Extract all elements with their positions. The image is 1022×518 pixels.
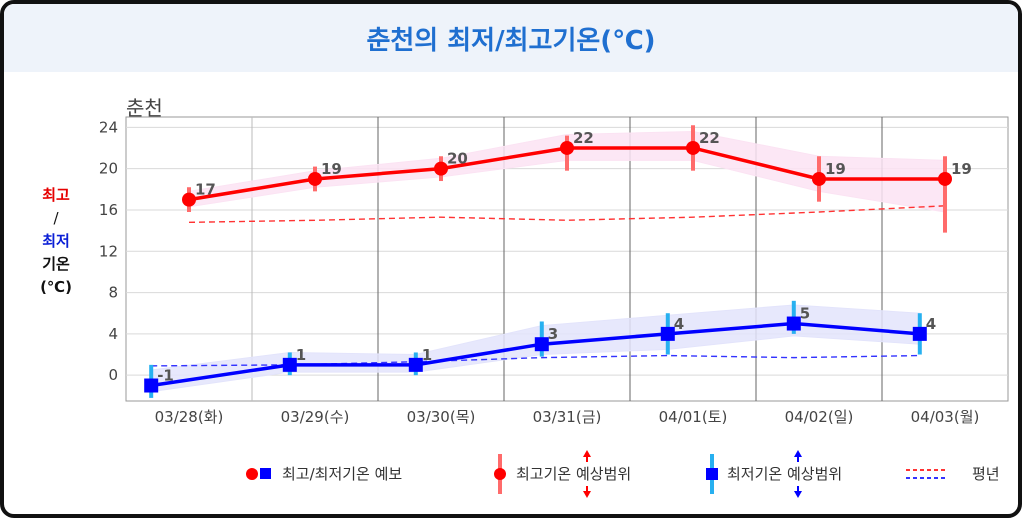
low-temp-point (144, 378, 159, 393)
high-temp-point (560, 140, 574, 155)
normal-low-line (151, 354, 920, 367)
legend-up-arrow-icon (794, 450, 802, 457)
temperature-chart: 0 4 8 12 16 20 24 03/28(화) 03/29(수) 03/30(목) 03/31… (99, 116, 1009, 498)
high-temp-point (308, 171, 322, 186)
y-axis-label: 최고 / 최저 기온 (℃) (30, 184, 82, 299)
y-tick-label: 8 (108, 284, 118, 302)
x-tick-label: 03/29(수) (281, 408, 350, 426)
low-temp-point (408, 357, 423, 372)
y-tick-label: 24 (99, 118, 118, 136)
legend-down-arrow-icon (794, 491, 802, 498)
legend-down-arrow-icon (583, 491, 591, 498)
x-tick-label: 03/31(금) (533, 408, 602, 426)
y-axis-label-high: 최고 (42, 186, 70, 204)
high-temp-data-label: 19 (321, 160, 342, 178)
legend-low-range-marker (706, 468, 718, 480)
high-temp-data-label: 19 (951, 160, 972, 178)
high-temp-point (686, 140, 700, 155)
legend-forecast-label: 최고/최저기온 예보 (282, 465, 402, 483)
low-temp-data-label: 3 (548, 325, 558, 343)
y-axis-label-separator: / (53, 209, 59, 227)
y-axis-label-low: 최저 (42, 232, 70, 250)
low-temp-point (282, 357, 297, 372)
legend-high-marker (246, 468, 258, 480)
chart-title: 춘천의 최저/최고기온(℃) (366, 25, 656, 56)
y-tick-label: 0 (108, 366, 118, 384)
x-tick-label: 03/28(화) (155, 408, 224, 426)
high-temp-point (434, 161, 448, 176)
y-axis-label-unit: (℃) (40, 278, 72, 296)
x-tick-label: 04/02(일) (785, 408, 854, 426)
high-temp-data-label: 17 (195, 181, 216, 199)
low-temp-data-label: 1 (296, 346, 306, 364)
low-temp-data-label: 1 (422, 346, 432, 364)
low-temp-point (660, 326, 675, 341)
y-axis-label-temp: 기온 (42, 255, 70, 273)
low-temp-data-label: -1 (157, 367, 174, 385)
low-temp-data-label: 4 (674, 315, 684, 333)
location-label: 춘천 (126, 96, 163, 120)
low-temp-point (534, 337, 549, 352)
normal-high-line (188, 205, 946, 224)
y-tick-label: 4 (108, 325, 118, 343)
high-temp-point (938, 171, 952, 186)
legend-high-range-label: 최고기온 예상범위 (516, 465, 631, 483)
legend-normal-label: 평년 (972, 465, 1000, 483)
high-temp-data-label: 22 (699, 129, 720, 147)
high-temp-data-label: 22 (573, 129, 594, 147)
legend-up-arrow-icon (583, 450, 591, 457)
low-temp-point (912, 326, 927, 341)
high-temp-point (812, 171, 826, 186)
x-tick-label: 04/03(월) (911, 408, 980, 426)
y-tick-label: 12 (99, 242, 118, 260)
low-temp-data-label: 4 (926, 315, 936, 333)
y-tick-label: 16 (99, 201, 118, 219)
legend-high-range-marker (494, 468, 506, 480)
legend: 최고/최저기온 예보 최고기온 예상범위 최저기온 예상범위 평년 (246, 450, 1000, 498)
low-temp-point (786, 316, 801, 331)
x-tick-label: 03/30(목) (407, 408, 476, 426)
legend-low-range-label: 최저기온 예상범위 (727, 465, 842, 483)
x-tick-label: 04/01(토) (659, 408, 728, 426)
legend-low-marker (260, 468, 271, 479)
y-tick-label: 20 (99, 160, 118, 178)
title-bar: 춘천의 최저/최고기온(℃) (4, 4, 1018, 72)
high-temp-data-label: 20 (447, 150, 468, 168)
low-temp-data-label: 5 (800, 305, 810, 323)
high-temp-point (182, 192, 196, 207)
high-temp-data-label: 19 (825, 160, 846, 178)
